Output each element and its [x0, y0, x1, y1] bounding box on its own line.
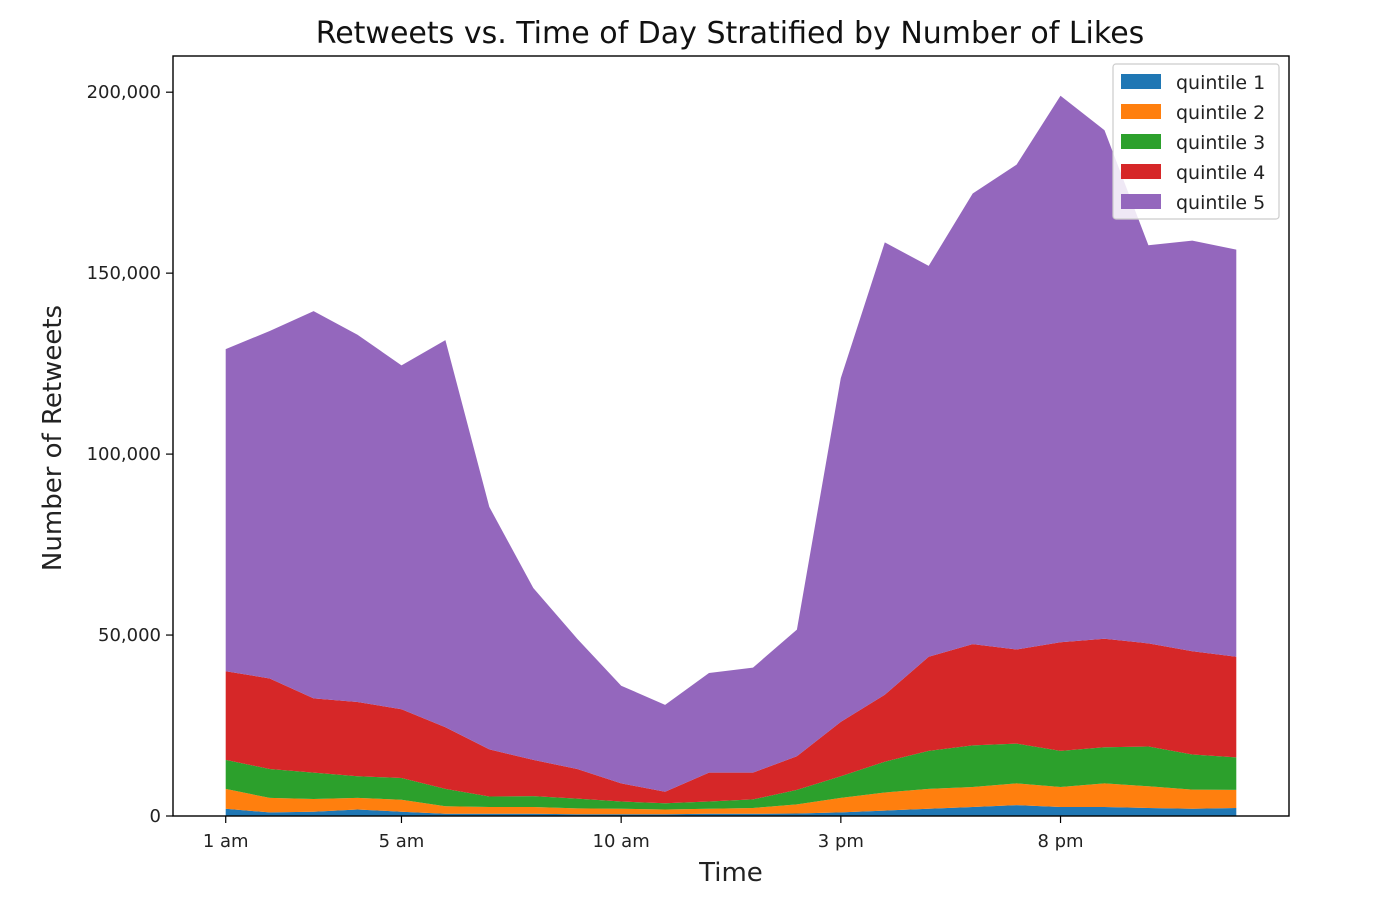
legend-swatch	[1121, 104, 1161, 119]
x-tick-label: 10 am	[593, 831, 650, 852]
area-series-1	[225, 805, 1237, 816]
plot-frame	[172, 55, 1290, 817]
x-tick-label: 1 am	[203, 831, 249, 852]
area-series-3	[225, 743, 1237, 810]
y-tick-label: 50,000	[98, 625, 161, 646]
area-series-5	[225, 95, 1237, 792]
legend-swatch	[1121, 74, 1161, 89]
legend-swatch	[1121, 164, 1161, 179]
legend-label: quintile 2	[1176, 102, 1265, 124]
legend-box	[1112, 63, 1280, 220]
y-tick-label: 150,000	[87, 263, 161, 284]
legend-swatch	[1121, 134, 1161, 149]
legend-label: quintile 1	[1176, 72, 1265, 94]
legend-label: quintile 4	[1176, 162, 1265, 184]
y-tick-label: 0	[150, 806, 161, 827]
area-series-4	[225, 638, 1237, 804]
x-axis-label: Time	[698, 858, 763, 888]
area-series-2	[225, 783, 1237, 815]
legend-label: quintile 3	[1176, 132, 1265, 154]
y-tick-label: 100,000	[87, 444, 161, 465]
legend-label: quintile 5	[1176, 192, 1265, 214]
x-tick-label: 3 pm	[818, 831, 864, 852]
legend: quintile 1 quintile 2 quintile 3 quintile 4…	[1112, 63, 1280, 220]
chart-title: Retweets vs. Time of Day Stratified by N…	[316, 16, 1145, 51]
y-axis-label: Number of Retweets	[38, 305, 68, 571]
y-tick-label: 200,000	[87, 82, 161, 103]
x-tick-label: 5 am	[379, 831, 425, 852]
legend-swatch	[1121, 194, 1161, 209]
x-axis: 1 am 5 am 10 am 3 pm 8 pm	[203, 816, 1084, 852]
y-axis: 0 50,000 100,000 150,000 200,000	[87, 82, 173, 827]
x-tick-label: 8 pm	[1037, 831, 1083, 852]
area-series-group	[225, 95, 1237, 816]
